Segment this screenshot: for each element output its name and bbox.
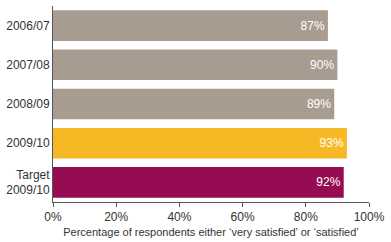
svg-text:60%: 60% — [231, 210, 255, 224]
svg-text:80%: 80% — [294, 210, 318, 224]
svg-text:2008/09: 2008/09 — [6, 97, 50, 111]
svg-text:Percentage of respondents eith: Percentage of respondents either ‘very s… — [63, 226, 359, 238]
svg-text:87%: 87% — [301, 19, 325, 33]
svg-text:40%: 40% — [167, 210, 191, 224]
svg-text:93%: 93% — [320, 136, 344, 150]
svg-text:2006/07: 2006/07 — [6, 19, 50, 33]
svg-text:100%: 100% — [354, 210, 385, 224]
svg-text:20%: 20% — [104, 210, 128, 224]
svg-text:2007/08: 2007/08 — [6, 58, 50, 72]
svg-text:2009/10: 2009/10 — [6, 136, 50, 150]
svg-text:Target2009/10: Target2009/10 — [6, 168, 50, 198]
svg-text:89%: 89% — [307, 97, 331, 111]
svg-text:92%: 92% — [316, 175, 340, 189]
svg-text:0%: 0% — [44, 210, 62, 224]
svg-text:90%: 90% — [310, 58, 334, 72]
